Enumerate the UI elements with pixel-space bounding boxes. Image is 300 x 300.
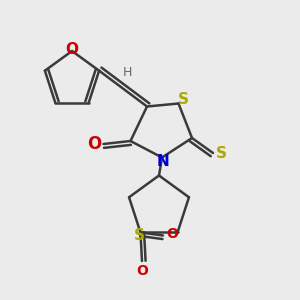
Text: O: O	[166, 227, 178, 241]
Text: N: N	[157, 154, 169, 169]
Text: O: O	[65, 42, 79, 57]
Text: H: H	[123, 67, 132, 80]
Text: O: O	[136, 264, 148, 278]
Text: S: S	[178, 92, 188, 107]
Text: S: S	[216, 146, 227, 160]
Text: S: S	[134, 228, 145, 243]
Text: O: O	[87, 135, 101, 153]
